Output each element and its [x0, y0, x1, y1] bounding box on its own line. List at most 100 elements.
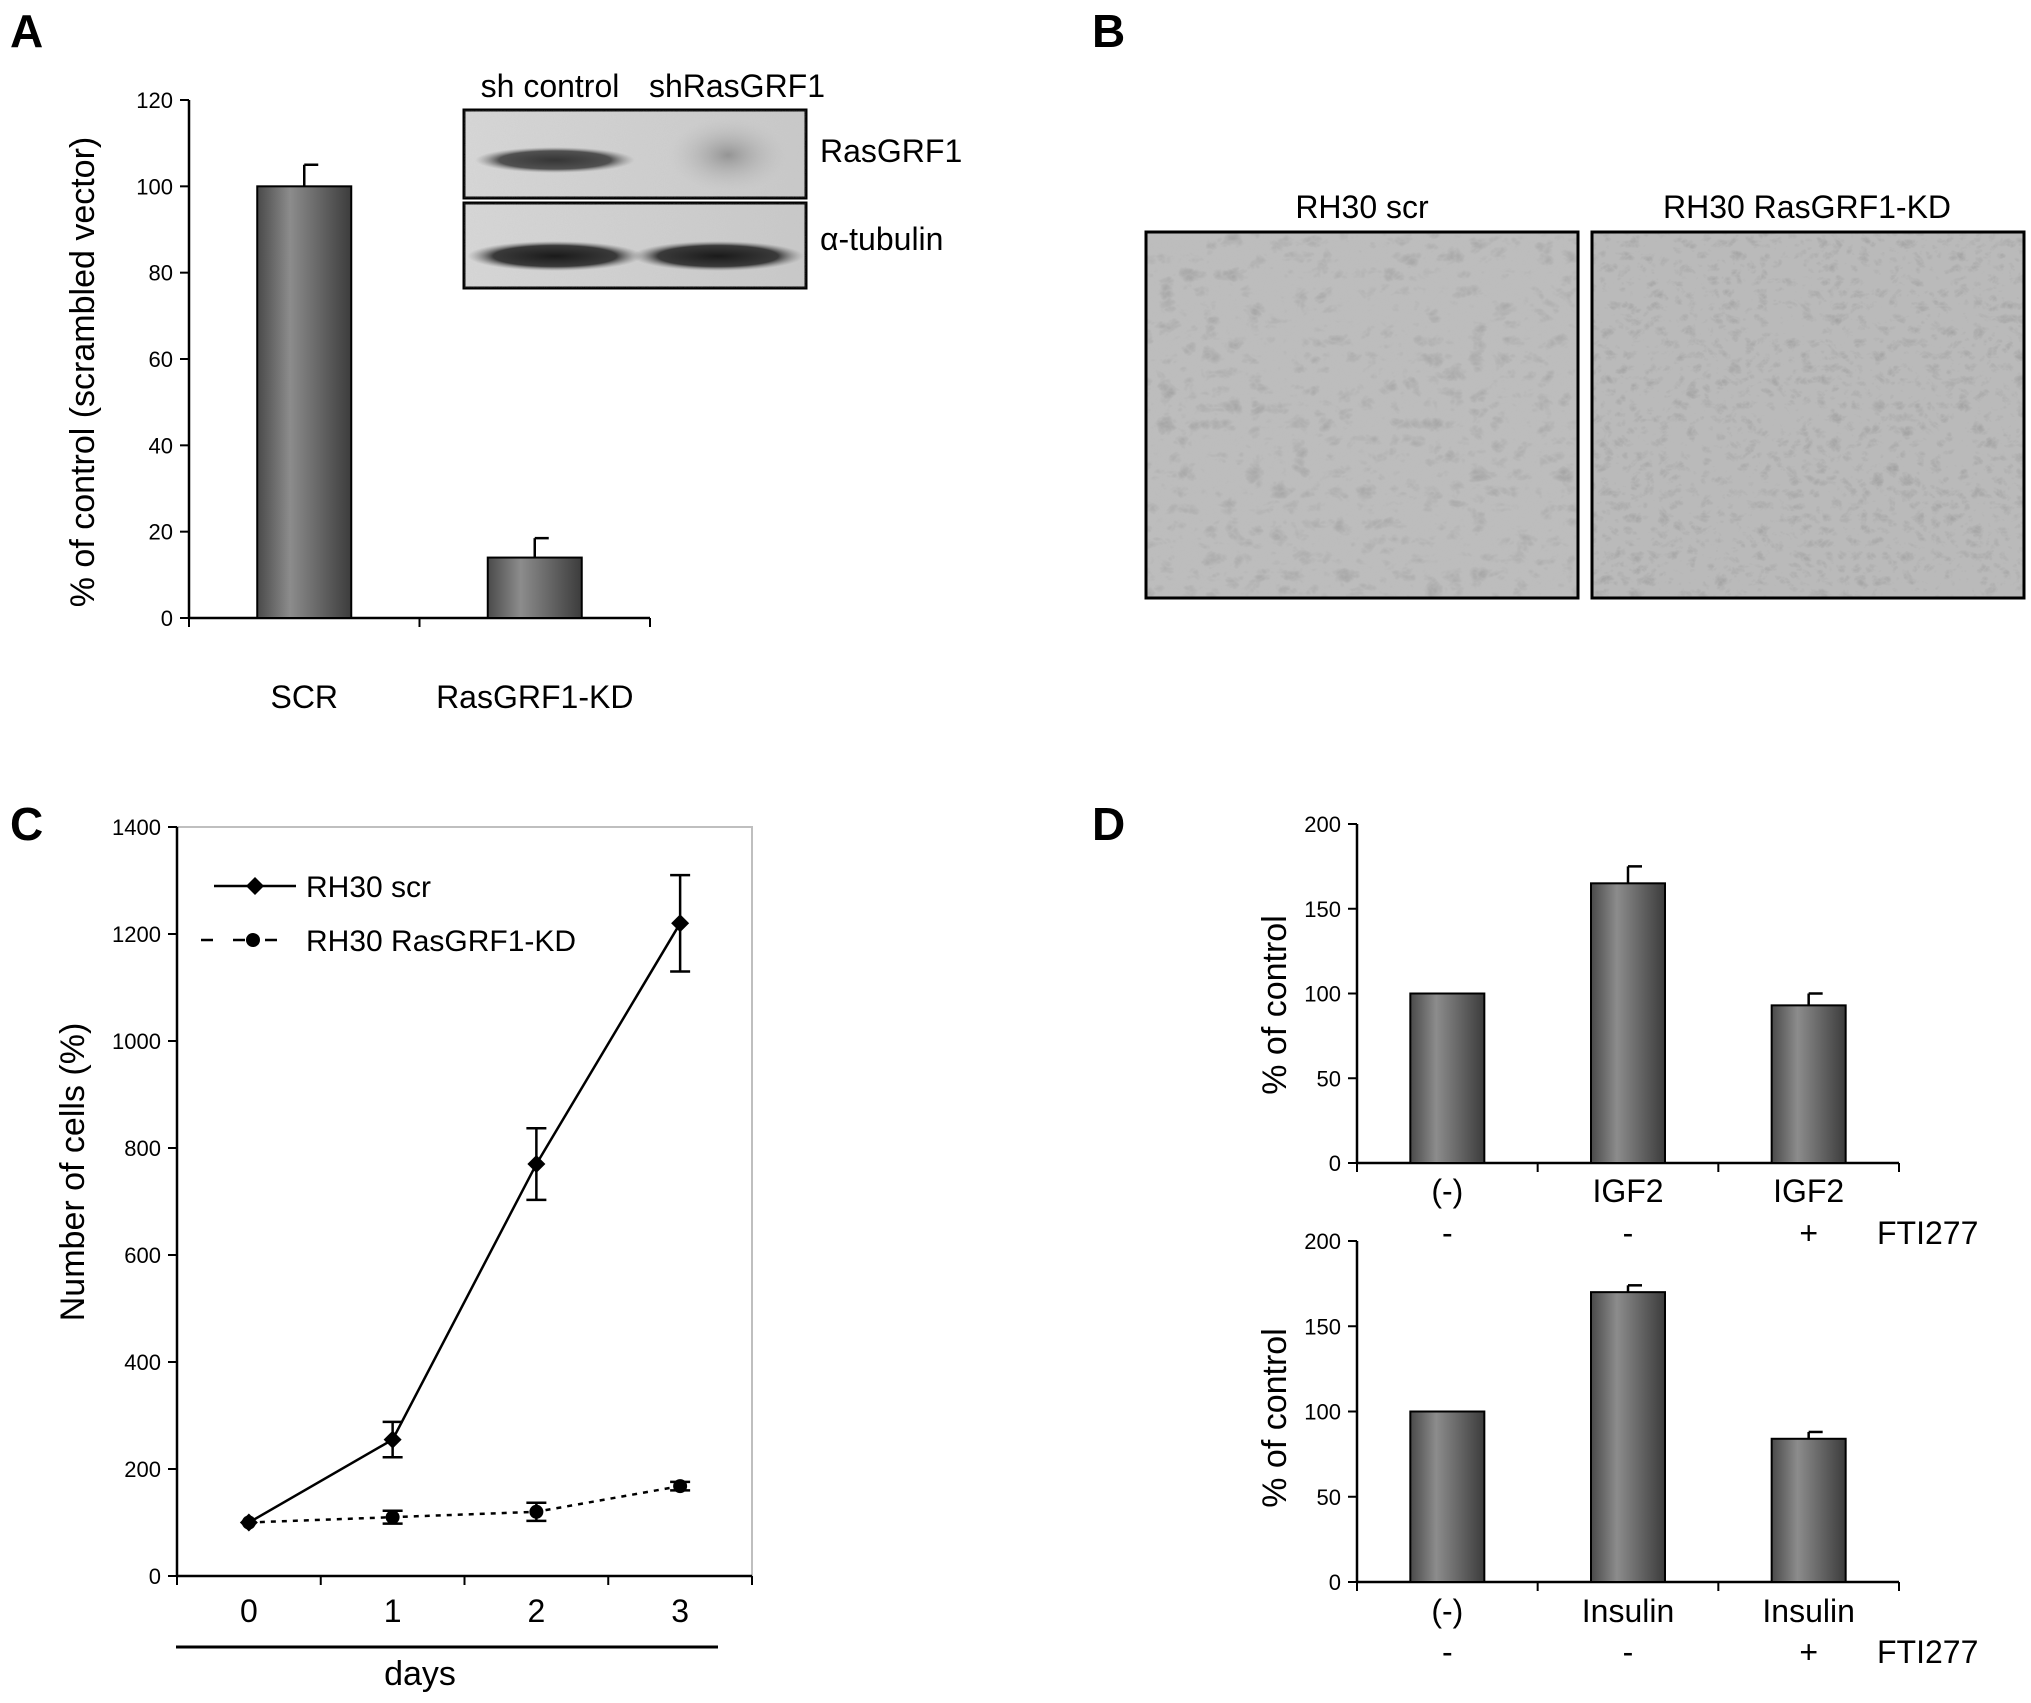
blot-band-tubulin-knockdown [632, 241, 804, 271]
blot-band-tubulin-control [467, 241, 643, 271]
panel-letter-a: A [10, 5, 43, 57]
blot-lane-label-sh-control: sh control [481, 68, 620, 104]
data-point-diamond [527, 1155, 546, 1174]
panel-c-line-chart: 0 200 400 600 800 1000 1200 1400 0 1 2 3 Number of … [54, 815, 753, 1693]
x-tick-label: 0 [240, 1593, 258, 1629]
bar [1590, 882, 1666, 1164]
bar [256, 185, 353, 619]
bar [486, 556, 583, 619]
panel-letter-b: B [1092, 5, 1125, 57]
treatment-sign: - [1623, 1634, 1634, 1670]
micrograph-rh30-rasgrf1-kd [1590, 230, 2026, 600]
y-tick-label: 1200 [112, 922, 161, 947]
panel-d-top-treatment-row: - - + FTI277 [1442, 1215, 1978, 1251]
y-tick-label: 800 [124, 1136, 161, 1161]
legend-label-rh30-scr: RH30 scr [306, 871, 431, 904]
blot-band-label-rasgrf1: RasGRF1 [820, 133, 962, 169]
panel-c-axes: 0 200 400 600 800 1000 1200 1400 0 1 2 3 [112, 815, 753, 1629]
y-tick-label: 50 [1317, 1485, 1341, 1510]
data-point-circle [529, 1504, 544, 1519]
y-tick-label: 100 [1304, 982, 1341, 1007]
blot-band-rasgrf1-control [475, 147, 635, 173]
bar [1770, 1437, 1847, 1584]
panel-a-axes: 0 20 40 60 80 100 120 [136, 88, 651, 631]
series-line [248, 922, 682, 1524]
data-point-diamond [383, 1430, 402, 1449]
bar [1590, 1291, 1666, 1584]
legend-marker-circle [246, 933, 260, 947]
data-point-diamond [671, 914, 690, 933]
treatment-sign: - [1442, 1634, 1453, 1670]
panel-a-y-axis-label: % of control (scrambled vector) [64, 137, 102, 608]
treatment-sign: - [1442, 1215, 1453, 1251]
y-tick-label: 0 [1329, 1570, 1341, 1595]
x-category-label: SCR [270, 679, 338, 715]
y-tick-label: 200 [1304, 812, 1341, 837]
western-blot-inset: sh control shRasGRF1 RasGRF1 α-tubulin [462, 68, 962, 290]
treatment-sign: - [1623, 1215, 1634, 1251]
blot-lane-label-shrasgrf1: shRasGRF1 [649, 68, 825, 104]
treatment-sign: + [1799, 1634, 1818, 1670]
y-tick-label: 150 [1304, 897, 1341, 922]
x-category-label: Insulin [1582, 1593, 1675, 1629]
y-tick-label: 150 [1304, 1314, 1341, 1339]
micrograph-rh30-scr [1144, 230, 1580, 600]
blot-smear-rasgrf1-knockdown [668, 118, 788, 192]
bar [1770, 1004, 1847, 1164]
treatment-sign: + [1799, 1215, 1818, 1251]
panel-c-series [239, 873, 691, 1532]
panel-c-y-axis-label: Number of cells (%) [54, 1023, 92, 1322]
legend-marker-diamond [246, 877, 264, 895]
panel-b-micrographs: RH30 scr RH30 RasGRF1-KD [1144, 189, 2026, 600]
y-tick-label: 1000 [112, 1029, 161, 1054]
x-category-label: (-) [1431, 1173, 1463, 1209]
data-point-circle [385, 1510, 400, 1525]
bar [1409, 1410, 1486, 1583]
y-tick-label: 200 [124, 1457, 161, 1482]
y-tick-label: 1400 [112, 815, 161, 840]
panel-d-bottom-treatment-row: - - + FTI277 [1442, 1634, 1978, 1670]
x-tick-label: 1 [384, 1593, 402, 1629]
y-tick-label: 50 [1317, 1066, 1341, 1091]
y-tick-label: 40 [149, 433, 173, 458]
bar [1409, 992, 1486, 1164]
panel-a-bars: SCR RasGRF1-KD [256, 163, 633, 715]
panel-a-bar-chart: 0 20 40 60 80 100 120 SCR RasGRF1-KD % of contr… [64, 68, 962, 715]
treatment-label-fti277: FTI277 [1877, 1634, 1978, 1670]
panel-d-top-bars: (-) IGF2 IGF2 [1409, 865, 1847, 1209]
x-category-label: IGF2 [1773, 1173, 1844, 1209]
panel-d-bottom-bars: (-) Insulin Insulin [1409, 1284, 1855, 1629]
panel-letter-d: D [1092, 798, 1125, 850]
y-tick-label: 0 [149, 1564, 161, 1589]
treatment-label-fti277: FTI277 [1877, 1215, 1978, 1251]
micrograph-caption-kd: RH30 RasGRF1-KD [1663, 189, 1951, 225]
y-tick-label: 80 [149, 261, 173, 286]
y-tick-label: 600 [124, 1243, 161, 1268]
x-category-label: (-) [1431, 1593, 1463, 1629]
data-point-circle [241, 1515, 256, 1530]
y-tick-label: 60 [149, 347, 173, 372]
x-category-label: RasGRF1-KD [436, 679, 633, 715]
panel-c-legend: RH30 scr RH30 RasGRF1-KD [201, 871, 576, 958]
y-tick-label: 120 [136, 88, 173, 113]
data-point-circle [673, 1479, 688, 1494]
y-tick-label: 0 [1329, 1151, 1341, 1176]
blot-band-label-tubulin: α-tubulin [820, 221, 943, 257]
micrograph-caption-scr: RH30 scr [1295, 189, 1429, 225]
y-tick-label: 20 [149, 520, 173, 545]
legend-label-rh30-rasgrf1-kd: RH30 RasGRF1-KD [306, 925, 576, 958]
y-tick-label: 100 [1304, 1400, 1341, 1425]
x-tick-label: 3 [671, 1593, 689, 1629]
x-category-label: IGF2 [1592, 1173, 1663, 1209]
panel-d-top-y-axis-label: % of control [1256, 915, 1294, 1095]
y-tick-label: 400 [124, 1350, 161, 1375]
y-tick-label: 200 [1304, 1229, 1341, 1254]
panel-c-x-axis-label: days [384, 1655, 456, 1693]
panel-letter-c: C [10, 798, 43, 850]
x-tick-label: 2 [527, 1593, 545, 1629]
series-line [248, 1484, 681, 1524]
y-tick-label: 100 [136, 174, 173, 199]
y-tick-label: 0 [161, 606, 173, 631]
